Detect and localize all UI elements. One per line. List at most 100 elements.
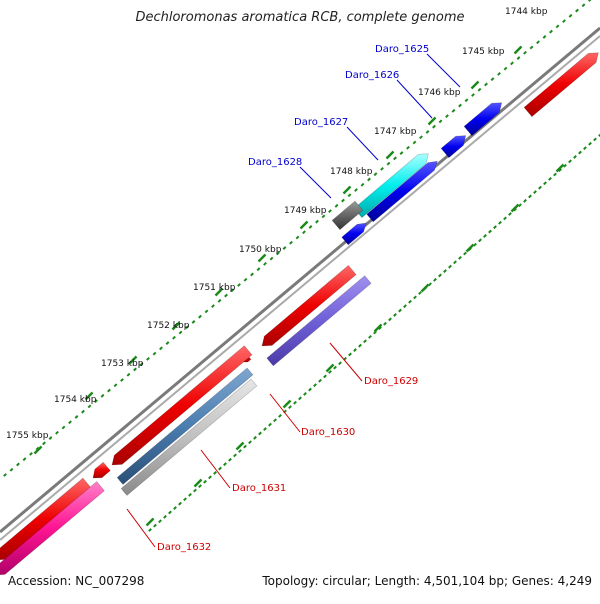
- outer-scale-dot: [425, 130, 430, 134]
- scale-major-tick: [373, 323, 383, 333]
- scale-major-tick: [128, 355, 138, 365]
- inner-scale-dot: [578, 150, 582, 155]
- inner-scale-dot: [258, 431, 262, 436]
- inner-scale-dot: [478, 238, 482, 243]
- inner-scale-dot: [583, 146, 587, 151]
- outer-scale-dot: [230, 288, 235, 293]
- scale-major-tick: [465, 243, 475, 253]
- scale-major-tick: [555, 163, 565, 173]
- inner-scale-dot: [208, 475, 212, 480]
- inner-scale-dot: [153, 523, 157, 528]
- outer-scale-dot: [419, 135, 423, 140]
- scale-major-tick: [385, 150, 395, 160]
- inner-scale-dot: [498, 220, 502, 225]
- scale-major-tick: [171, 321, 181, 331]
- gene-arrow-daro-1632-red: [0, 477, 92, 561]
- gene-label-leader: [426, 53, 461, 88]
- outer-scale-dot: [490, 77, 495, 82]
- inner-scale-dot: [308, 387, 312, 392]
- gene-label-leader: [200, 449, 231, 489]
- outer-scale-dot: [302, 230, 306, 235]
- inner-scale-dot: [328, 370, 332, 374]
- inner-scale-dot: [553, 172, 557, 177]
- inner-scale-dot: [533, 190, 537, 194]
- outer-scale-dot: [334, 203, 339, 208]
- gene-arrow-red: [523, 52, 599, 118]
- inner-scale-dot: [458, 255, 462, 260]
- scale-major-tick: [84, 391, 94, 401]
- outer-scale-dot: [458, 103, 462, 108]
- outer-scale-dot: [484, 82, 488, 87]
- outer-scale-dot: [373, 172, 378, 177]
- inner-scale-dot: [443, 269, 447, 273]
- outer-scale-dot: [477, 87, 482, 92]
- gene-label-leader: [126, 508, 156, 548]
- gene-label: Daro_1626: [345, 70, 399, 81]
- outer-scale-dot: [516, 56, 521, 60]
- outer-scale-dot: [471, 93, 475, 97]
- outer-scale-dot: [568, 13, 573, 18]
- inner-scale-dot: [163, 514, 167, 519]
- page-title: Dechloromonas aromatica RCB, complete ge…: [135, 10, 465, 25]
- outer-scale-dot: [432, 124, 436, 129]
- inner-scale-dot: [168, 510, 172, 515]
- outer-scale-dot: [94, 399, 98, 404]
- inner-scale-dot: [223, 462, 227, 467]
- backbone-line-outer: [0, 26, 600, 534]
- outer-scale-dot: [120, 378, 124, 382]
- accession-label: Accession: NC_007298: [8, 574, 145, 588]
- inner-scale-dot: [418, 291, 422, 295]
- outer-scale-dot: [35, 446, 40, 451]
- inner-scale-dot: [503, 216, 507, 221]
- outer-scale-dot: [393, 156, 397, 161]
- gene-arrow-blue-small: [341, 222, 367, 246]
- inner-scale-dot: [333, 365, 337, 370]
- gene-label-leader: [396, 79, 433, 119]
- gene-arrow-steel: [116, 367, 254, 485]
- outer-scale-dot: [159, 346, 163, 351]
- inner-scale-dot: [508, 212, 512, 216]
- outer-scale-dot: [406, 145, 410, 150]
- outer-scale-dot: [321, 214, 326, 219]
- gene-label: Daro_1631: [232, 483, 286, 494]
- scale-major-tick: [513, 45, 523, 55]
- inner-scale-dot: [523, 198, 527, 203]
- outer-scale-dot: [360, 182, 365, 187]
- outer-scale-dot: [464, 98, 469, 103]
- genome-summary-label: Topology: circular; Length: 4,501,104 bp…: [262, 574, 592, 588]
- scale-label: 1745 kbp: [462, 47, 505, 57]
- outer-scale-dot: [575, 8, 579, 13]
- scale-major-tick: [282, 399, 292, 409]
- outer-scale-dot: [87, 404, 92, 409]
- outer-scale-dot: [237, 283, 241, 287]
- outer-scale-dot: [9, 467, 14, 472]
- gene-arrow-red-small: [92, 461, 111, 479]
- outer-scale-dot: [347, 193, 352, 198]
- gene-arrow-blue-inner: [366, 160, 438, 223]
- gene-label: Daro_1627: [294, 117, 348, 128]
- inner-scale-dot: [353, 348, 357, 352]
- outer-scale-dot: [438, 119, 443, 124]
- outer-scale-dot: [48, 436, 53, 440]
- scale-tick-layer: [3, 0, 600, 532]
- scale-label: 1754 kbp: [54, 395, 97, 405]
- outer-scale-dot: [562, 19, 566, 24]
- scale-major-tick: [235, 441, 245, 451]
- outer-scale-dot: [529, 45, 534, 50]
- outer-scale-dot: [341, 198, 345, 203]
- outer-scale-dot: [536, 40, 540, 45]
- outer-scale-dot: [269, 256, 274, 261]
- outer-scale-dot: [61, 425, 66, 430]
- outer-scale-dot: [581, 3, 586, 8]
- inner-scale-dot: [218, 466, 222, 471]
- inner-scale-dot: [548, 176, 552, 181]
- backbone-line-inner: [0, 35, 600, 541]
- inner-scale-dot: [408, 299, 412, 304]
- inner-scale-dot: [543, 181, 547, 186]
- inner-scale-dot: [293, 400, 297, 405]
- inner-scale-dot: [228, 457, 232, 462]
- gene-label-layer: Daro_1625 Daro_1626 Daro_1627 Daro_1628 Daro…: [126, 44, 461, 553]
- inner-scale-dot: [173, 506, 177, 510]
- inner-scale-dot: [268, 422, 272, 427]
